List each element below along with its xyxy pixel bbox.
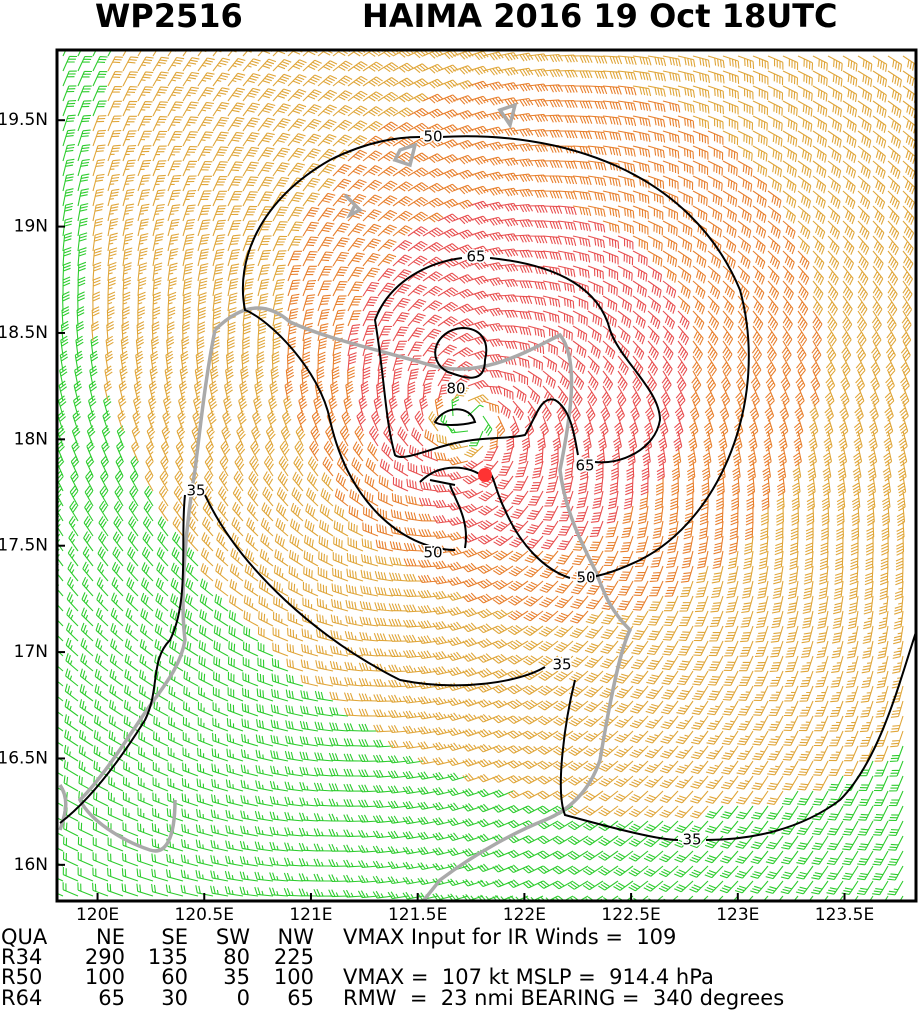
barb-group (91, 50, 916, 819)
table-cell: R34 (1, 945, 42, 969)
contour-65 (373, 257, 662, 464)
wind-barbs (57, 50, 916, 901)
x-tick-label: 120.5E (175, 905, 234, 925)
storm-center (478, 468, 492, 482)
contour-50 (241, 135, 750, 579)
x-tick-label: 120E (76, 905, 119, 925)
table-cell: 80 (223, 945, 250, 969)
contour-label: 65 (575, 457, 594, 475)
overlays (58, 102, 916, 901)
barb-group (347, 200, 690, 551)
x-tick-label: 121E (289, 905, 332, 925)
x-tick-label: 122.5E (601, 905, 660, 925)
y-tick-label: 18N (14, 429, 48, 449)
contour-label: 50 (423, 128, 442, 146)
table-cell: 100 (85, 965, 125, 989)
contour-label: 35 (682, 831, 701, 849)
table-header: SW (216, 925, 250, 949)
y-tick-label: 17.5N (0, 536, 48, 556)
footer: QUA NE SE SW NW R34 290 135 80 225 R50 100 60 35 100 R6… (1, 925, 784, 1010)
table-cell: 100 (274, 965, 314, 989)
contour-labels: 50 65 80 65 35 50 50 35 35 (185, 126, 703, 850)
contour-label: 35 (186, 482, 205, 500)
contour-label: 50 (423, 544, 442, 562)
y-tick-label: 19N (14, 217, 48, 237)
table-cell: 135 (148, 945, 188, 969)
barb-group (57, 50, 904, 901)
table-header: SE (161, 925, 188, 949)
table-cell: R64 (1, 986, 42, 1010)
contours (59, 135, 916, 841)
contour-label: 50 (576, 569, 595, 587)
contour-35 (59, 494, 916, 841)
table-cell: 65 (287, 986, 314, 1010)
y-tick-label: 17N (14, 642, 48, 662)
table-cell: 60 (161, 965, 188, 989)
table-cell: 290 (85, 945, 125, 969)
x-tick-label: 122E (503, 905, 546, 925)
map-frame (55, 48, 918, 903)
table-cell: 35 (223, 965, 250, 989)
x-tick-label: 121.5E (388, 905, 447, 925)
note: RMW = 23 nmi BEARING = 340 degrees (343, 986, 784, 1010)
x-tick-label: 123E (716, 905, 759, 925)
table-cell: 0 (237, 986, 250, 1010)
axes: 120E 120.5E 121E 121.5E 122E 122.5E 123E 123.5E… (0, 110, 874, 925)
y-tick-label: 18.5N (0, 323, 48, 343)
table-cell: 30 (161, 986, 188, 1010)
note: VMAX = 107 kt MSLP = 914.4 hPa (343, 965, 714, 989)
contour-label: 80 (446, 380, 465, 398)
table-header: QUA (1, 925, 48, 949)
note: VMAX Input for IR Winds = 109 (343, 925, 676, 949)
storm-title: HAIMA 2016 19 Oct 18UTC (362, 0, 838, 35)
table-header: NE (96, 925, 125, 949)
y-tick-label: 19.5N (0, 110, 48, 130)
x-tick-label: 123.5E (815, 905, 874, 925)
storm-id: WP2516 (95, 0, 243, 35)
table-cell: 225 (274, 945, 314, 969)
table-cell: 65 (98, 986, 125, 1010)
contour-label: 35 (552, 656, 571, 674)
contour-label: 65 (466, 248, 485, 266)
y-tick-label: 16N (14, 855, 48, 875)
y-tick-label: 16.5N (0, 748, 48, 768)
table-header: NW (278, 925, 315, 949)
contour-80 (433, 326, 488, 426)
table-cell: R50 (1, 965, 42, 989)
